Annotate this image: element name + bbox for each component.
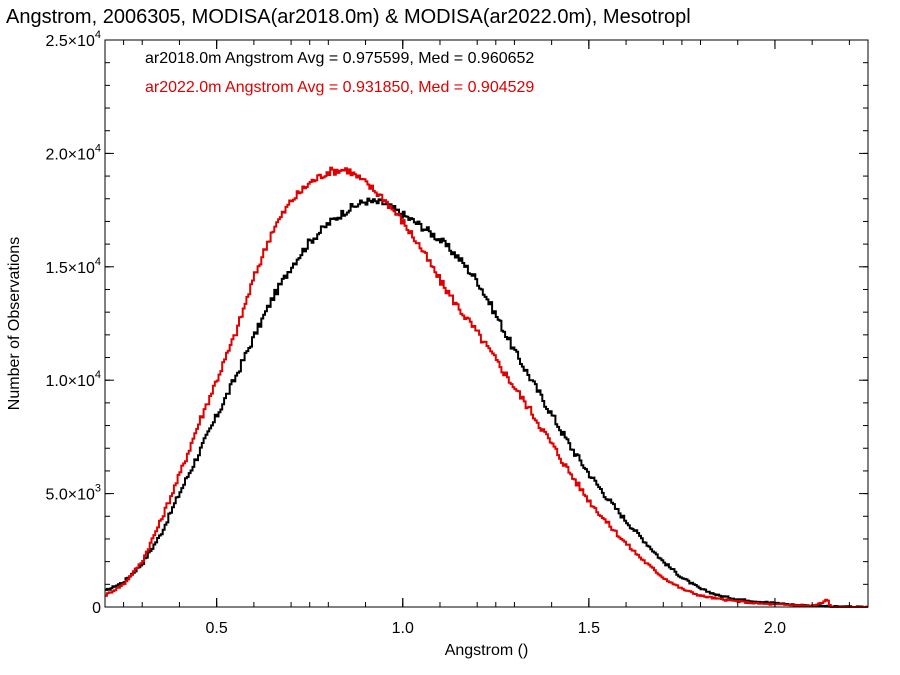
legend-entry-ar2018.0m: ar2018.0m Angstrom Avg = 0.975599, Med =… <box>145 50 534 67</box>
legend: ar2018.0m Angstrom Avg = 0.975599, Med =… <box>145 50 534 96</box>
y-tick-label: 5.0×103 <box>45 483 101 504</box>
x-tick-label: 1.5 <box>578 620 600 637</box>
legend-entry-ar2022.0m: ar2022.0m Angstrom Avg = 0.931850, Med =… <box>145 79 534 96</box>
series-line-ar2018.0m <box>105 197 868 608</box>
x-axis-title: Angstrom () <box>445 642 529 659</box>
y-tick-label: 1.5×104 <box>45 256 101 277</box>
plot-frame <box>104 39 869 608</box>
y-tick-label: 1.0×104 <box>45 369 101 390</box>
series-group <box>105 166 868 608</box>
series-line-ar2022.0m <box>105 166 868 608</box>
x-tick-label: 1.0 <box>392 620 414 637</box>
y-tick-label: 0 <box>92 600 101 617</box>
y-tick-label: 2.5×104 <box>45 29 101 50</box>
y-axis-title: Number of Observations <box>6 237 23 410</box>
x-tick-label: 0.5 <box>206 620 228 637</box>
chart-title: Angstrom, 2006305, MODISA(ar2018.0m) & M… <box>6 6 691 28</box>
y-tick-label: 2.0×104 <box>45 142 101 163</box>
ticks-group: 0.5 1.0 1.5 2.0 0 5.0×103 1.0×104 1.5×104 2.0×10… <box>45 29 869 637</box>
x-tick-label: 2.0 <box>764 620 786 637</box>
